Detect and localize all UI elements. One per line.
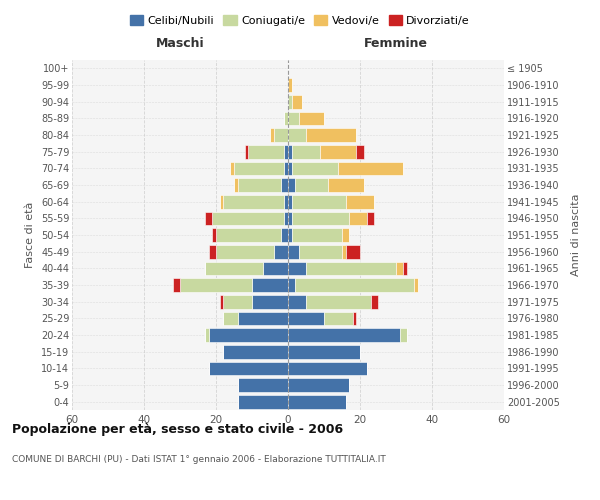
Bar — [270, 128, 274, 142]
Bar — [234, 178, 238, 192]
Bar — [209, 362, 288, 375]
Text: COMUNE DI BARCHI (PU) - Dati ISTAT 1° gennaio 2006 - Elaborazione TUTTITALIA.IT: COMUNE DI BARCHI (PU) - Dati ISTAT 1° ge… — [12, 455, 386, 464]
Bar — [238, 395, 288, 408]
Bar — [328, 178, 364, 192]
Bar — [288, 228, 292, 242]
Bar — [248, 145, 284, 158]
Bar — [274, 128, 288, 142]
Bar — [400, 328, 407, 342]
Bar — [284, 145, 288, 158]
Bar — [173, 278, 180, 292]
Bar — [288, 378, 349, 392]
Bar — [234, 162, 284, 175]
Bar — [288, 162, 292, 175]
Bar — [342, 228, 349, 242]
Bar — [263, 262, 288, 275]
Bar — [288, 112, 299, 125]
Bar — [288, 212, 292, 225]
Bar — [346, 195, 374, 208]
Bar — [367, 212, 374, 225]
Bar — [288, 262, 306, 275]
Bar — [212, 212, 284, 225]
Bar — [288, 278, 295, 292]
Bar — [284, 212, 288, 225]
Bar — [292, 228, 342, 242]
Bar — [288, 345, 360, 358]
Bar — [346, 245, 360, 258]
Bar — [284, 162, 288, 175]
Bar — [288, 195, 292, 208]
Bar — [288, 328, 400, 342]
Bar — [238, 312, 288, 325]
Bar — [220, 295, 223, 308]
Bar — [216, 228, 281, 242]
Bar — [205, 328, 209, 342]
Bar — [220, 195, 223, 208]
Bar — [180, 278, 252, 292]
Bar — [209, 245, 216, 258]
Bar — [252, 278, 288, 292]
Bar — [209, 328, 288, 342]
Text: Maschi: Maschi — [155, 37, 205, 50]
Bar — [223, 295, 252, 308]
Bar — [306, 128, 356, 142]
Bar — [396, 262, 403, 275]
Bar — [292, 95, 302, 108]
Bar — [281, 228, 288, 242]
Bar — [212, 228, 216, 242]
Legend: Celibi/Nubili, Coniugati/e, Vedovi/e, Divorziati/e: Celibi/Nubili, Coniugati/e, Vedovi/e, Di… — [125, 10, 475, 30]
Bar — [288, 145, 292, 158]
Bar — [353, 312, 356, 325]
Bar — [324, 312, 353, 325]
Bar — [299, 112, 324, 125]
Bar — [205, 212, 212, 225]
Bar — [292, 212, 349, 225]
Bar — [230, 162, 234, 175]
Bar — [338, 162, 403, 175]
Bar — [292, 162, 338, 175]
Bar — [223, 312, 238, 325]
Bar — [238, 178, 281, 192]
Bar — [288, 245, 299, 258]
Bar — [288, 395, 346, 408]
Text: Femmine: Femmine — [364, 37, 428, 50]
Bar — [306, 262, 396, 275]
Bar — [288, 128, 306, 142]
Bar — [306, 295, 371, 308]
Bar — [288, 78, 292, 92]
Bar — [223, 195, 284, 208]
Bar — [245, 145, 248, 158]
Bar — [371, 295, 378, 308]
Bar — [284, 112, 288, 125]
Y-axis label: Anni di nascita: Anni di nascita — [571, 194, 581, 276]
Bar — [342, 245, 346, 258]
Bar — [414, 278, 418, 292]
Bar — [292, 195, 346, 208]
Bar — [295, 278, 414, 292]
Bar — [205, 262, 263, 275]
Bar — [356, 145, 364, 158]
Bar — [284, 195, 288, 208]
Bar — [281, 178, 288, 192]
Bar — [292, 145, 320, 158]
Bar — [349, 212, 367, 225]
Bar — [320, 145, 356, 158]
Bar — [252, 295, 288, 308]
Bar — [274, 245, 288, 258]
Bar — [288, 362, 367, 375]
Bar — [295, 178, 328, 192]
Bar — [403, 262, 407, 275]
Bar — [288, 178, 295, 192]
Y-axis label: Fasce di età: Fasce di età — [25, 202, 35, 268]
Bar — [238, 378, 288, 392]
Bar — [288, 95, 292, 108]
Text: Popolazione per età, sesso e stato civile - 2006: Popolazione per età, sesso e stato civil… — [12, 422, 343, 436]
Bar — [288, 295, 306, 308]
Bar — [288, 312, 324, 325]
Bar — [223, 345, 288, 358]
Bar — [299, 245, 342, 258]
Bar — [216, 245, 274, 258]
